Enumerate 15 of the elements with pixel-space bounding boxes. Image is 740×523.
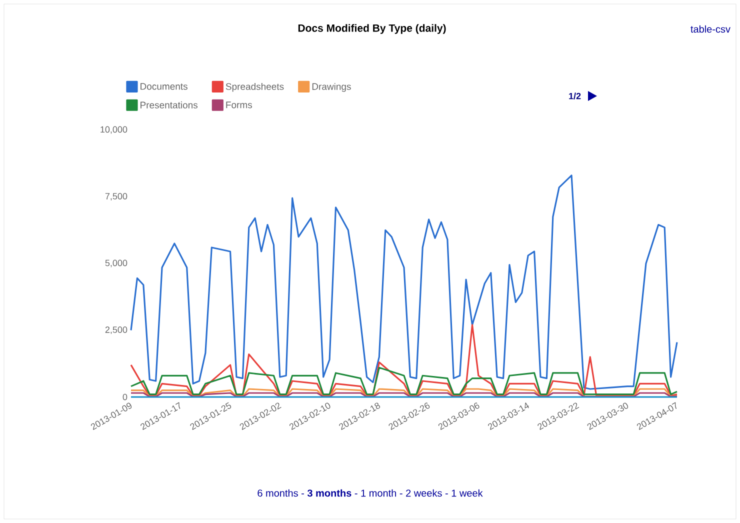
line-series (130, 174, 678, 390)
y-tick-label: 7,500 (105, 193, 128, 200)
legend-label: Drawings (312, 82, 351, 92)
chart-title: Docs Modified By Type (daily) (298, 24, 446, 34)
y-tick-label: 10,000 (100, 126, 128, 134)
legend-label: Spreadsheets (226, 82, 284, 92)
legend-label: Forms (226, 102, 252, 108)
y-tick-label: 2,500 (105, 326, 128, 334)
text: 1/2 (569, 92, 581, 100)
text: table-csv (690, 25, 730, 33)
y-tick-label: 5,000 (105, 260, 128, 268)
y-tick-label: 0 (122, 394, 128, 400)
text: 6 months - 3 months - 1 month - 2 weeks - 1 week (258, 489, 483, 497)
legend-label: Presentations (140, 101, 198, 108)
legend-label: Documents (140, 83, 188, 90)
